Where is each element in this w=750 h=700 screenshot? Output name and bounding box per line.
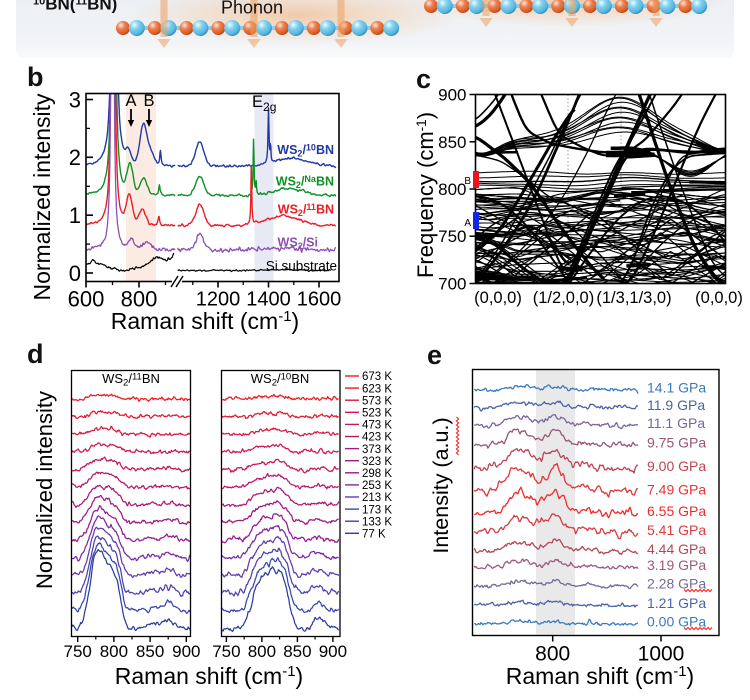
svg-text:213 K: 213 K (362, 492, 392, 504)
svg-text:b: b (27, 62, 44, 92)
svg-text:800: 800 (248, 642, 276, 661)
svg-text:Raman shift (cm-1): Raman shift (cm-1) (115, 663, 303, 689)
svg-text:523 K: 523 K (362, 408, 392, 420)
svg-text:850: 850 (136, 642, 164, 661)
svg-text:Raman shift (cm-1): Raman shift (cm-1) (506, 663, 694, 689)
svg-text:623 K: 623 K (362, 383, 392, 395)
svg-text:900: 900 (172, 642, 200, 661)
svg-text:WS2/10BN: WS2/10BN (251, 371, 310, 389)
svg-text:11.9 GPa: 11.9 GPa (647, 397, 705, 413)
svg-text:2.28 GPa: 2.28 GPa (647, 576, 706, 592)
svg-text:2: 2 (69, 145, 81, 170)
svg-text:e: e (427, 340, 442, 370)
svg-text:(0,0,0): (0,0,0) (474, 289, 522, 307)
svg-text:(1/3,1/3,0): (1/3,1/3,0) (596, 289, 671, 307)
svg-text:600: 600 (68, 287, 105, 312)
svg-text:WS2/Si: WS2/Si (278, 236, 318, 252)
svg-text:7.49 GPa: 7.49 GPa (647, 482, 706, 498)
svg-text:11.1 GPa: 11.1 GPa (647, 415, 705, 431)
svg-text:750: 750 (438, 227, 466, 246)
svg-text:253 K: 253 K (362, 480, 392, 492)
svg-text:850: 850 (283, 642, 311, 661)
svg-text:(1/2,0,0): (1/2,0,0) (533, 289, 594, 307)
svg-text:473 K: 473 K (362, 420, 392, 432)
svg-text:Normalized intensity: Normalized intensity (32, 391, 57, 589)
svg-text:WS2/11BN: WS2/11BN (278, 202, 334, 218)
svg-text:1400: 1400 (246, 289, 291, 311)
svg-text:Phonon: Phonon (221, 0, 283, 17)
svg-text:1000: 1000 (638, 643, 685, 666)
svg-text:A: A (464, 218, 471, 229)
svg-text:WS2/NaBN: WS2/NaBN (276, 174, 334, 190)
svg-text:3: 3 (69, 87, 81, 112)
svg-text:14.1 GPa: 14.1 GPa (647, 380, 706, 396)
svg-text:800: 800 (535, 643, 570, 666)
svg-text:423 K: 423 K (362, 432, 392, 444)
svg-text:173 K: 173 K (362, 504, 392, 516)
svg-text:d: d (27, 339, 44, 369)
svg-text:(0,0,0): (0,0,0) (695, 289, 743, 307)
svg-text:B: B (143, 92, 154, 110)
svg-text:Frequency (cm-1): Frequency (cm-1) (413, 112, 438, 278)
svg-text:800: 800 (438, 180, 466, 199)
svg-text:0: 0 (69, 261, 81, 286)
svg-text:Si substrate: Si substrate (266, 259, 337, 274)
svg-text:133 K: 133 K (362, 516, 392, 528)
svg-text:6.55 GPa: 6.55 GPa (647, 503, 706, 519)
svg-text:673 K: 673 K (362, 371, 392, 383)
svg-text:0.00 GPa: 0.00 GPa (647, 614, 706, 630)
svg-text:A: A (125, 92, 136, 110)
svg-text:750: 750 (212, 642, 240, 661)
svg-text:850: 850 (438, 133, 466, 152)
svg-text:9.00 GPa: 9.00 GPa (647, 458, 706, 474)
svg-text:4.44 GPa: 4.44 GPa (647, 541, 706, 557)
svg-text:298 K: 298 K (362, 468, 392, 480)
svg-text:Raman shift (cm-1): Raman shift (cm-1) (111, 308, 299, 334)
svg-text:750: 750 (64, 642, 92, 661)
svg-text:700: 700 (438, 275, 466, 294)
svg-text:10BN(11BN): 10BN(11BN) (33, 0, 117, 14)
svg-text:1600: 1600 (297, 289, 342, 311)
svg-text:Intensity (a.u.): Intensity (a.u.) (429, 417, 453, 553)
svg-text:B: B (464, 176, 471, 187)
svg-text:WS2/11BN: WS2/11BN (102, 371, 160, 389)
svg-text:900: 900 (438, 86, 466, 105)
svg-text:5.41 GPa: 5.41 GPa (647, 522, 706, 538)
svg-text:573 K: 573 K (362, 395, 392, 407)
svg-text:9.75 GPa: 9.75 GPa (647, 435, 706, 451)
svg-text:3.19 GPa: 3.19 GPa (647, 557, 706, 573)
svg-text:800: 800 (100, 642, 128, 661)
svg-text:77 K: 77 K (362, 529, 386, 541)
svg-text:373 K: 373 K (362, 444, 392, 456)
svg-text:Normalized intensity: Normalized intensity (29, 93, 55, 301)
svg-text:900: 900 (319, 642, 347, 661)
svg-text:1200: 1200 (196, 289, 241, 311)
svg-text:1: 1 (69, 203, 81, 228)
svg-text:800: 800 (121, 287, 158, 312)
svg-text:WS2/10BN: WS2/10BN (277, 143, 334, 159)
svg-text:c: c (416, 64, 431, 94)
svg-text:323 K: 323 K (362, 456, 392, 468)
svg-text:1.21 GPa: 1.21 GPa (647, 595, 706, 611)
